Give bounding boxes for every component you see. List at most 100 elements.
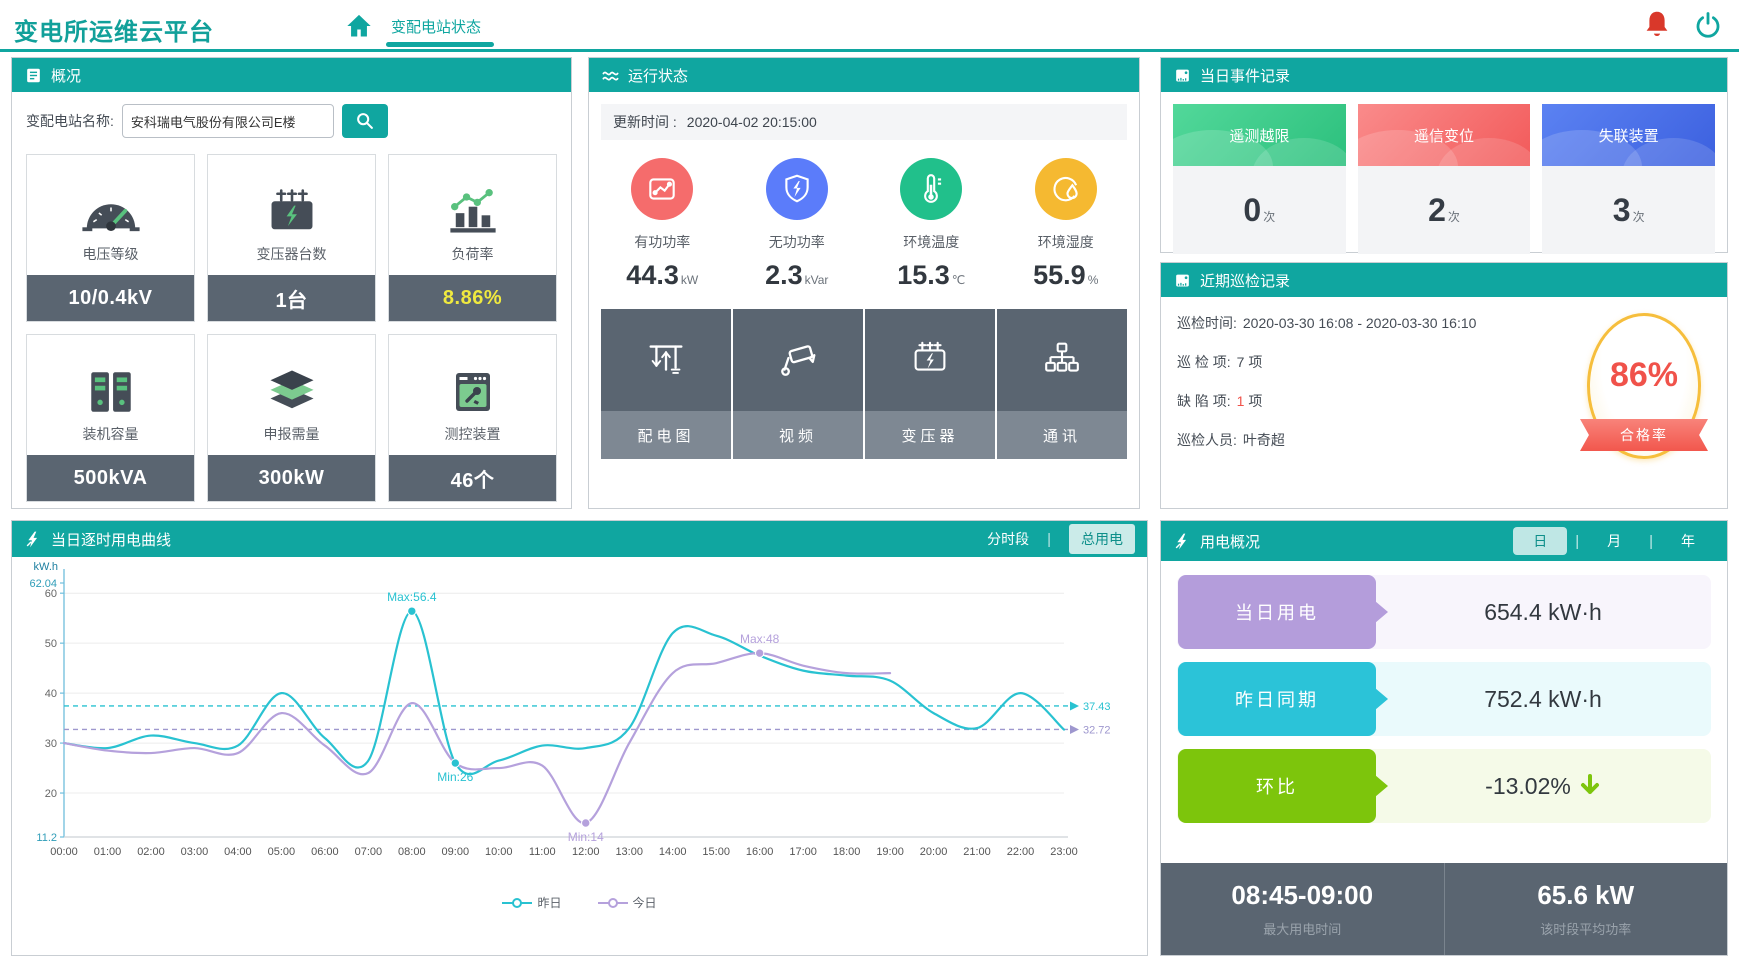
tab-station-status[interactable]: 变配电站状态 bbox=[391, 19, 482, 36]
overview-header: 概况 bbox=[12, 58, 571, 92]
running-title: 运行状态 bbox=[628, 67, 689, 85]
stat-value: 2.3 bbox=[765, 260, 803, 290]
tile-label: 装机容量 bbox=[82, 426, 139, 442]
event-card-label: 遥信变位 bbox=[1414, 127, 1475, 145]
usage-overview-panel: 用电概况 日 | 月 | 年 当日用电 654.4 kW·h 昨日同期 752.… bbox=[1160, 520, 1728, 956]
svg-text:19:00: 19:00 bbox=[876, 846, 904, 858]
home-icon[interactable] bbox=[345, 12, 373, 40]
communication-button[interactable]: 通讯 bbox=[997, 309, 1127, 459]
capacity-icon bbox=[84, 335, 138, 419]
stat-unit: kW bbox=[680, 273, 699, 287]
wave-icon bbox=[602, 71, 619, 81]
monitor-device-icon bbox=[447, 335, 499, 419]
line-chart: 62.04 60 50 40 30 20 11.2 kW.h 00:00 01:00 02:00 03… bbox=[12, 557, 1147, 911]
svg-text:Max:48: Max:48 bbox=[740, 632, 780, 646]
list-icon bbox=[27, 68, 40, 82]
svg-text:32.72: 32.72 bbox=[1083, 724, 1111, 736]
svg-text:03:00: 03:00 bbox=[181, 846, 209, 858]
overview-tiles: 电压等级 10/0.4kV 变压器台数 1台 bbox=[12, 146, 571, 514]
station-name-input[interactable] bbox=[121, 104, 334, 138]
svg-text:00:00: 00:00 bbox=[50, 846, 78, 858]
button-label: 通讯 bbox=[997, 411, 1127, 459]
stat-label: 环境温度 bbox=[903, 234, 960, 250]
running-header: 运行状态 bbox=[589, 58, 1139, 92]
tile-label: 申报需量 bbox=[263, 426, 320, 442]
svg-text:15:00: 15:00 bbox=[702, 846, 730, 858]
tile-value: 46个 bbox=[389, 455, 556, 501]
video-button[interactable]: 视频 bbox=[733, 309, 863, 459]
stat-value: 55.9 bbox=[1033, 260, 1086, 290]
svg-text:50: 50 bbox=[45, 638, 57, 650]
running-state-panel: 运行状态 更新时间 : 2020-04-02 20:15:00 有功功率 44.… bbox=[588, 57, 1140, 509]
power-usage-icon bbox=[1175, 533, 1187, 549]
update-time-value: 2020-04-02 20:15:00 bbox=[686, 114, 817, 130]
tile-load-rate: 负荷率 8.86% bbox=[388, 154, 557, 322]
svg-text:14:00: 14:00 bbox=[659, 846, 687, 858]
chart-series-昨日 bbox=[62, 610, 1066, 776]
event-card-label: 失联装置 bbox=[1598, 127, 1659, 145]
pass-rate-ribbon: 合格率 bbox=[1580, 419, 1708, 451]
bell-icon[interactable] bbox=[1643, 10, 1671, 40]
inspection-defects-line: 缺 陷 项: 1 项 bbox=[1177, 393, 1263, 409]
svg-text:37.43: 37.43 bbox=[1083, 701, 1111, 713]
layers-icon bbox=[264, 335, 320, 419]
event-count: 3 bbox=[1612, 191, 1631, 228]
usage-row-value: -13.02% bbox=[1485, 772, 1571, 799]
tile-label: 负荷率 bbox=[451, 246, 494, 262]
button-label: 视频 bbox=[733, 411, 863, 459]
tab-month[interactable]: 月 bbox=[1607, 533, 1622, 549]
top-bar: 变电所运维云平台 变配电站状态 bbox=[0, 0, 1739, 52]
usage-title: 用电概况 bbox=[1200, 533, 1261, 551]
tile-value: 8.86% bbox=[389, 275, 556, 321]
inspection-header: 近期巡检记录 bbox=[1161, 263, 1727, 297]
inspection-time-line: 巡检时间: 2020-03-30 16:08 - 2020-03-30 16:10 bbox=[1177, 315, 1477, 331]
tile-value: 10/0.4kV bbox=[27, 275, 194, 321]
tab-time-segment[interactable]: 分时段 bbox=[987, 531, 1030, 547]
tile-value: 300kW bbox=[208, 455, 375, 501]
tile-label: 电压等级 bbox=[82, 246, 139, 262]
distribution-diagram-button[interactable]: 配电图 bbox=[601, 309, 731, 459]
stat-ambient-temperature: 环境温度 15.3 ℃ bbox=[864, 158, 999, 291]
tab-day[interactable]: 日 bbox=[1513, 527, 1568, 555]
svg-text:17:00: 17:00 bbox=[789, 846, 817, 858]
power-icon[interactable] bbox=[1694, 11, 1722, 39]
svg-text:kW.h: kW.h bbox=[34, 561, 58, 573]
usage-row-value: 654.4 kW·h bbox=[1484, 598, 1602, 625]
update-time-bar: 更新时间 : 2020-04-02 20:15:00 bbox=[601, 104, 1127, 140]
event-card-label: 遥测越限 bbox=[1229, 127, 1290, 145]
transformer-button[interactable]: 变压器 bbox=[865, 309, 995, 459]
search-icon bbox=[357, 113, 373, 129]
stat-value: 15.3 bbox=[897, 260, 950, 290]
camera-icon bbox=[733, 309, 863, 411]
stat-label: 无功功率 bbox=[768, 234, 825, 250]
humidity-icon bbox=[1053, 176, 1078, 202]
tile-label: 变压器台数 bbox=[256, 246, 327, 262]
button-label: 配电图 bbox=[601, 411, 731, 459]
usage-footer: 08:45-09:00 最大用电时间 65.6 kW 该时段平均功率 bbox=[1161, 863, 1727, 955]
svg-text:13:00: 13:00 bbox=[615, 846, 643, 858]
overview-panel: 概况 变配电站名称: bbox=[11, 57, 572, 509]
svg-text:20:00: 20:00 bbox=[920, 846, 948, 858]
tab-year[interactable]: 年 bbox=[1681, 533, 1695, 549]
thermometer-icon bbox=[924, 174, 942, 203]
tile-value: 500kVA bbox=[27, 455, 194, 501]
usage-row-value: 752.4 kW·h bbox=[1484, 685, 1602, 712]
events-title: 当日事件记录 bbox=[1200, 67, 1291, 85]
tab-total-usage[interactable]: 总用电 bbox=[1069, 524, 1135, 554]
app-title: 变电所运维云平台 bbox=[14, 19, 214, 46]
legend-item-今日[interactable]: 今日 bbox=[597, 894, 657, 911]
search-label: 变配电站名称: bbox=[26, 113, 114, 129]
shield-bolt-icon bbox=[785, 174, 809, 203]
svg-text:60: 60 bbox=[45, 588, 57, 600]
inspection-person-line: 巡检人员: 叶奇超 bbox=[1177, 432, 1285, 448]
legend-item-昨日[interactable]: 昨日 bbox=[502, 894, 562, 911]
search-button[interactable] bbox=[341, 104, 388, 138]
svg-text:62.04: 62.04 bbox=[29, 578, 57, 590]
svg-text:16:00: 16:00 bbox=[746, 846, 774, 858]
svg-text:04:00: 04:00 bbox=[224, 846, 252, 858]
